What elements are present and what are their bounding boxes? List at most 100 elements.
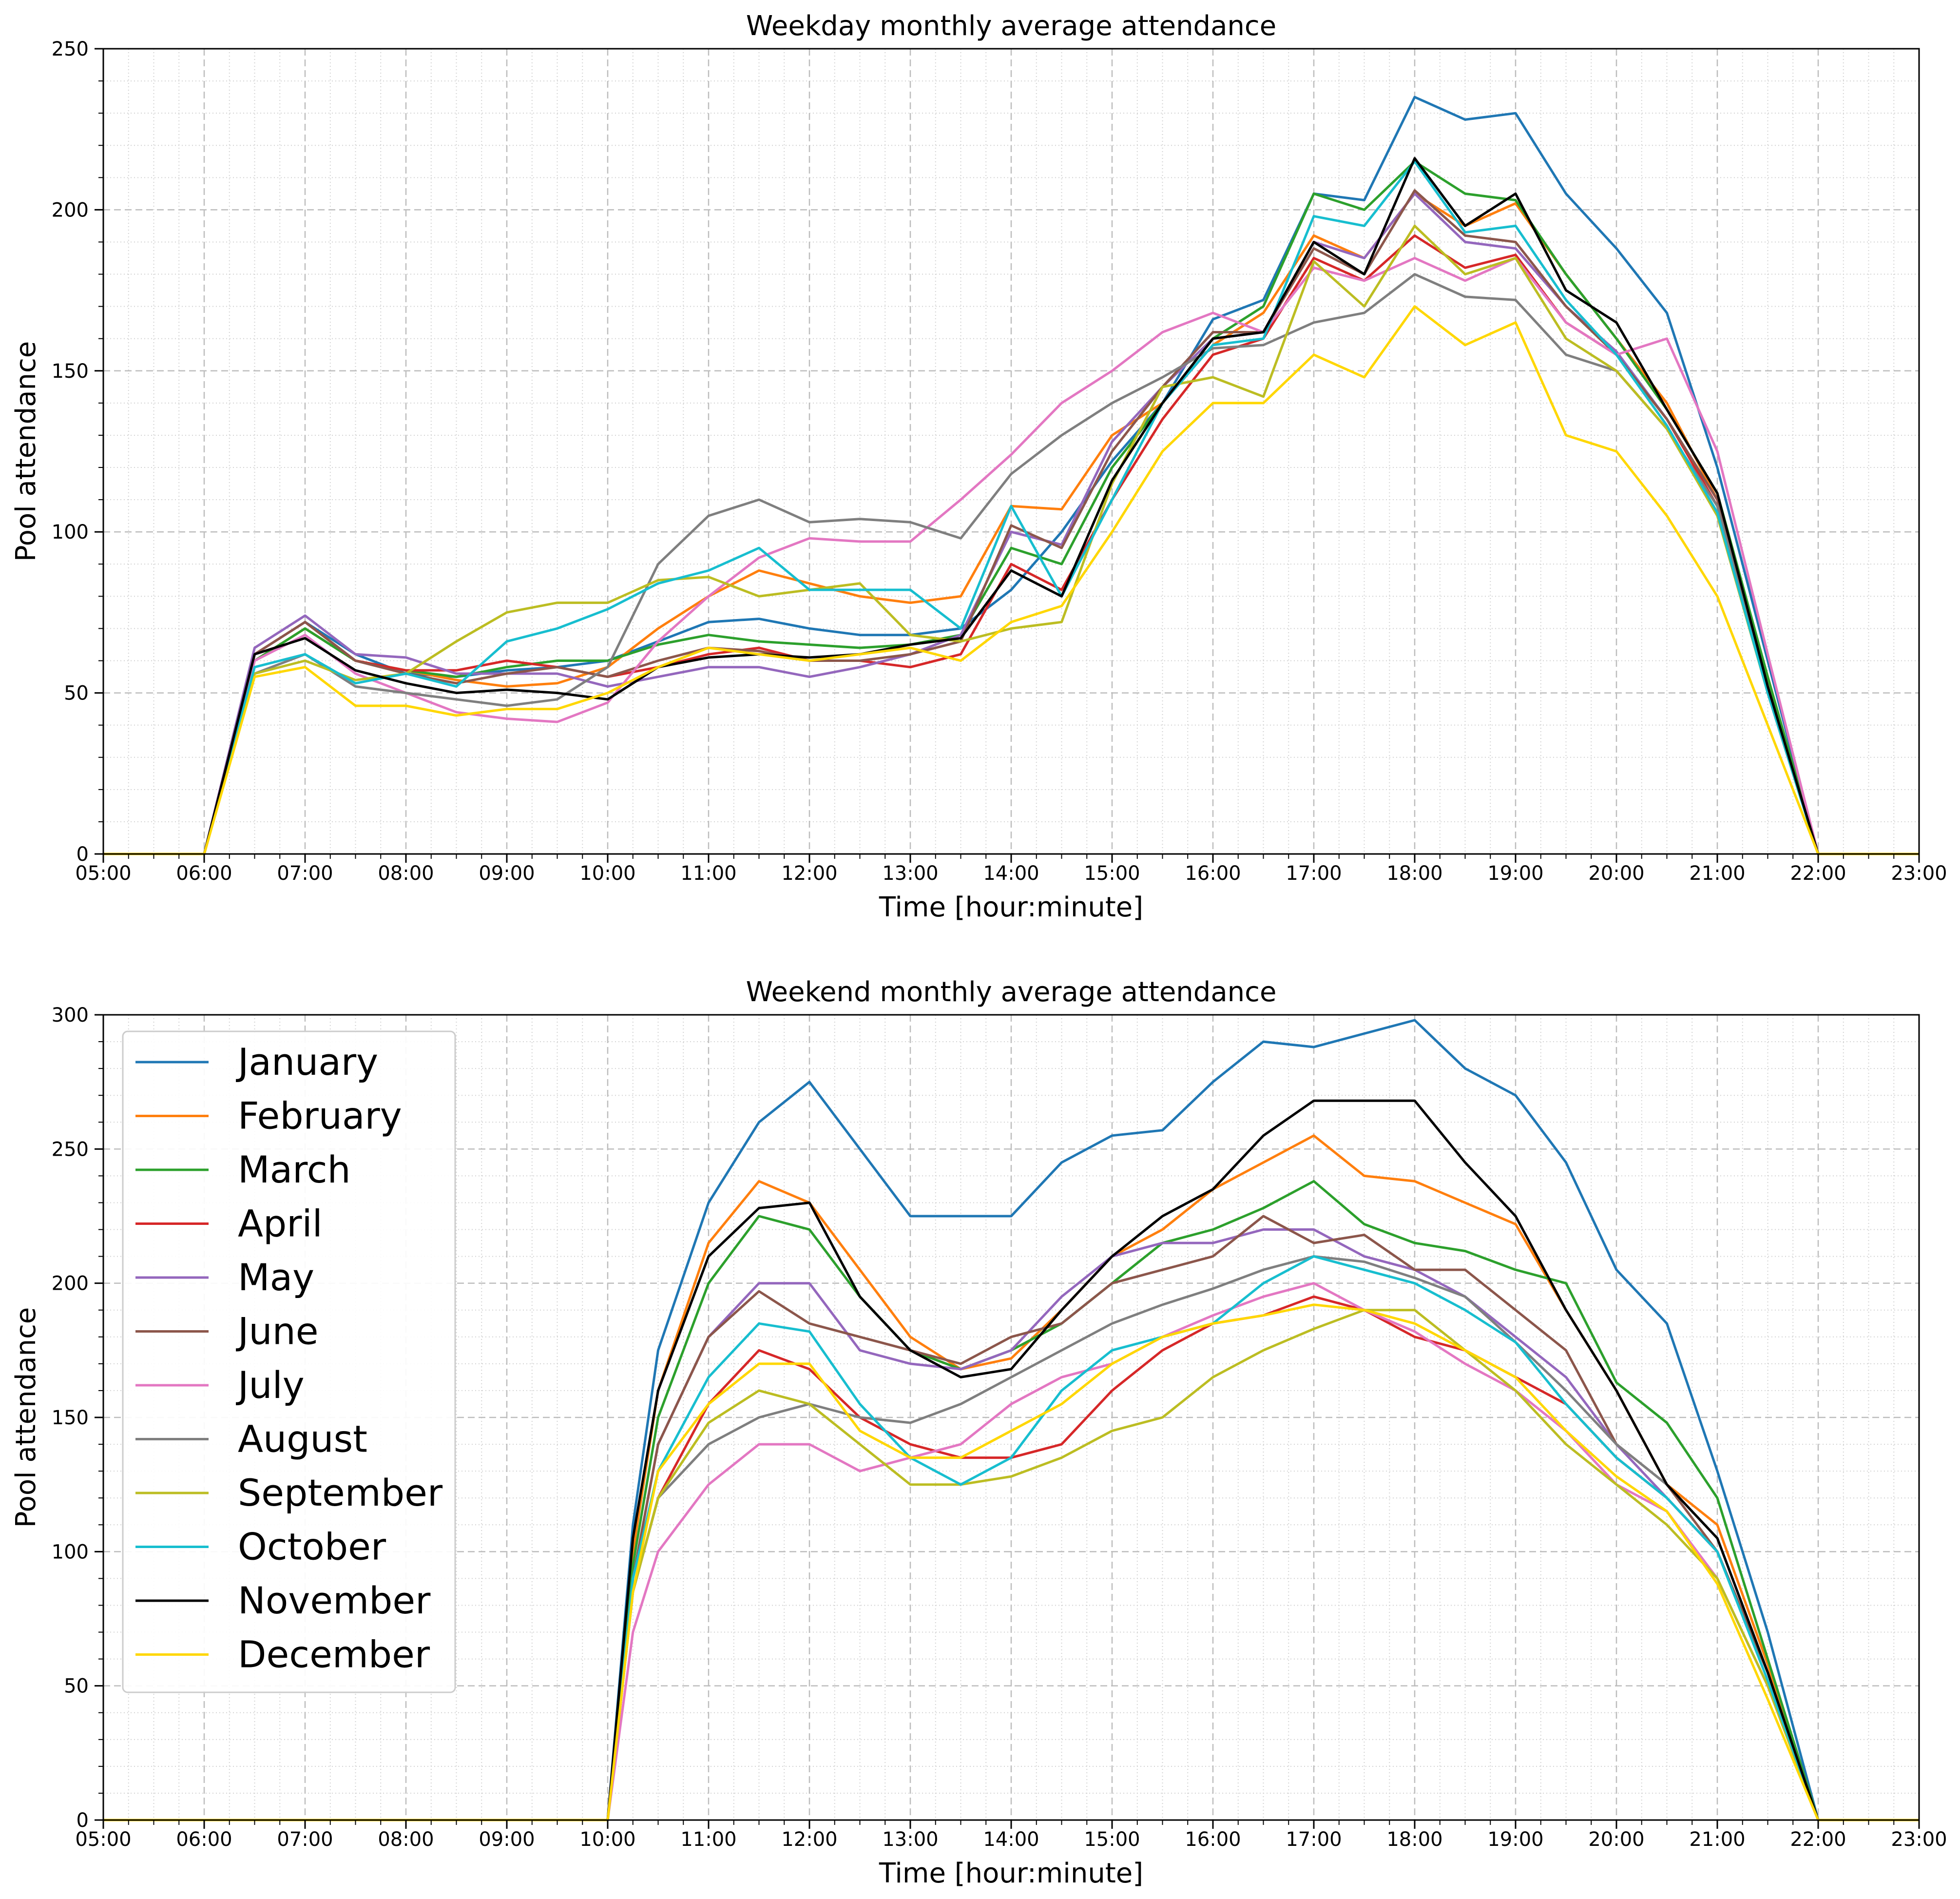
weekend-series-line-may [103, 1228, 1919, 1821]
legend-label: September [238, 1471, 443, 1514]
legend-label: November [238, 1579, 431, 1622]
legend-item: May [135, 1256, 314, 1299]
legend-label: August [238, 1417, 367, 1461]
weekend-x-tick-label: 18:00 [1386, 1828, 1442, 1851]
weekend-x-tick-label: 12:00 [781, 1828, 837, 1851]
weekend-x-tick-label: 10:00 [579, 1828, 635, 1851]
legend-item: July [135, 1363, 305, 1407]
weekend-x-tick-label: 20:00 [1588, 1828, 1644, 1851]
legend-item: August [135, 1417, 367, 1461]
legend-item: March [135, 1148, 351, 1191]
weekend-y-tick-label: 100 [52, 1541, 89, 1563]
weekday-series-lines [103, 96, 1919, 855]
legend-label: February [238, 1094, 402, 1138]
weekday-x-axis-label: Time [hour:minute] [879, 891, 1143, 923]
weekday-y-tick-label: 250 [52, 38, 89, 60]
weekend-x-tick-label: 07:00 [277, 1828, 333, 1851]
weekday-series-line-march [103, 160, 1919, 855]
weekday-series-line-august [103, 273, 1919, 855]
legend: January February March April May June July Augu… [122, 1030, 456, 1693]
weekend-x-tick-label: 21:00 [1689, 1828, 1745, 1851]
weekday-x-tick-label: 08:00 [378, 862, 434, 885]
weekend-y-tick-label: 150 [52, 1407, 89, 1429]
weekday-series-line-november [103, 157, 1919, 855]
weekend-y-axis-label: Pool attendance [10, 1307, 42, 1528]
weekend-y-tick-label: 50 [64, 1675, 89, 1698]
weekend-x-tick-label: 09:00 [479, 1828, 535, 1851]
weekday-x-tick-label: 06:00 [176, 862, 232, 885]
weekday-y-tick-label: 0 [77, 843, 89, 866]
legend-label: June [236, 1310, 319, 1353]
weekend-series-line-november [103, 1099, 1919, 1821]
weekend-series-line-january [103, 1019, 1919, 1821]
weekend-x-tick-label: 16:00 [1185, 1828, 1241, 1851]
weekday-series-line-december [103, 305, 1919, 855]
legend-item: December [135, 1633, 430, 1676]
weekday-y-tick-label: 150 [52, 360, 89, 383]
weekend-x-tick-label: 06:00 [176, 1828, 232, 1851]
weekday-y-tick-label: 100 [52, 521, 89, 543]
legend-label: March [238, 1148, 351, 1191]
weekday-x-tick-label: 20:00 [1588, 862, 1644, 885]
weekend-series-line-july [103, 1282, 1919, 1821]
legend-item: September [135, 1471, 443, 1514]
weekend-y-tick-label: 200 [52, 1273, 89, 1295]
weekday-x-tick-label: 09:00 [479, 862, 535, 885]
weekday-y-tick-label: 200 [52, 199, 89, 221]
weekend-y-tick-label: 0 [77, 1809, 89, 1832]
legend-item: November [135, 1579, 431, 1622]
weekend-x-axis-label: Time [hour:minute] [879, 1858, 1143, 1889]
legend-label: December [238, 1633, 430, 1676]
weekend-x-tick-label: 15:00 [1084, 1828, 1140, 1851]
weekday-y-axis-label: Pool attendance [10, 341, 42, 562]
weekday-x-tick-label: 12:00 [781, 862, 837, 885]
weekday-x-tick-label: 18:00 [1386, 862, 1442, 885]
legend-item: January [135, 1040, 378, 1084]
weekday-x-tick-label: 15:00 [1084, 862, 1140, 885]
weekday-series-line-october [103, 160, 1919, 855]
weekday-x-tick-label: 16:00 [1185, 862, 1241, 885]
weekend-plot: 05:00 06:00 07:00 08:00 09:00 10:00 11:00 12:00… [10, 976, 1947, 1889]
weekend-series-line-december [103, 1303, 1919, 1821]
weekday-x-tick-label: 07:00 [277, 862, 333, 885]
weekday-x-tick-label: 14:00 [983, 862, 1039, 885]
legend-item: April [135, 1202, 323, 1245]
weekend-x-tick-label: 08:00 [378, 1828, 434, 1851]
weekend-series-line-september [103, 1309, 1919, 1821]
legend-item: October [135, 1525, 386, 1569]
legend-label: April [238, 1202, 323, 1245]
legend-label: May [238, 1256, 314, 1299]
weekend-x-tick-label: 05:00 [75, 1828, 131, 1851]
legend-label: July [236, 1363, 305, 1407]
weekday-x-tick-label: 10:00 [579, 862, 635, 885]
weekend-x-tick-label: 14:00 [983, 1828, 1039, 1851]
weekday-x-tick-label: 21:00 [1689, 862, 1745, 885]
weekend-x-tick-label: 11:00 [680, 1828, 736, 1851]
weekday-plot-title: Weekday monthly average attendance [746, 10, 1276, 42]
weekend-x-tick-label: 13:00 [882, 1828, 938, 1851]
weekend-series-line-march [103, 1180, 1919, 1821]
weekday-plot: 05:00 06:00 07:00 08:00 09:00 10:00 11:00 12:00… [10, 10, 1947, 923]
weekday-series-line-june [103, 189, 1919, 855]
weekday-x-tick-label: 05:00 [75, 862, 131, 885]
weekend-plot-title: Weekend monthly average attendance [746, 976, 1277, 1008]
legend-label: January [236, 1040, 378, 1084]
weekend-y-tick-label: 300 [52, 1004, 89, 1027]
legend-item: February [135, 1094, 402, 1138]
weekend-series-lines [103, 1019, 1919, 1821]
weekday-x-tick-label: 17:00 [1286, 862, 1342, 885]
weekend-series-line-august [103, 1255, 1919, 1821]
weekend-x-tick-label: 22:00 [1790, 1828, 1846, 1851]
legend-label: October [238, 1525, 386, 1569]
weekday-series-line-july [103, 257, 1919, 855]
weekday-y-tick-label: 50 [64, 682, 89, 705]
weekend-x-tick-label: 19:00 [1487, 1828, 1543, 1851]
weekend-x-tick-label: 23:00 [1891, 1828, 1947, 1851]
weekday-series-line-september [103, 224, 1919, 855]
weekend-y-tick-label: 250 [52, 1138, 89, 1161]
weekday-x-tick-label: 13:00 [882, 862, 938, 885]
weekday-x-tick-label: 23:00 [1891, 862, 1947, 885]
weekday-x-tick-label: 19:00 [1487, 862, 1543, 885]
weekday-x-tick-label: 22:00 [1790, 862, 1846, 885]
